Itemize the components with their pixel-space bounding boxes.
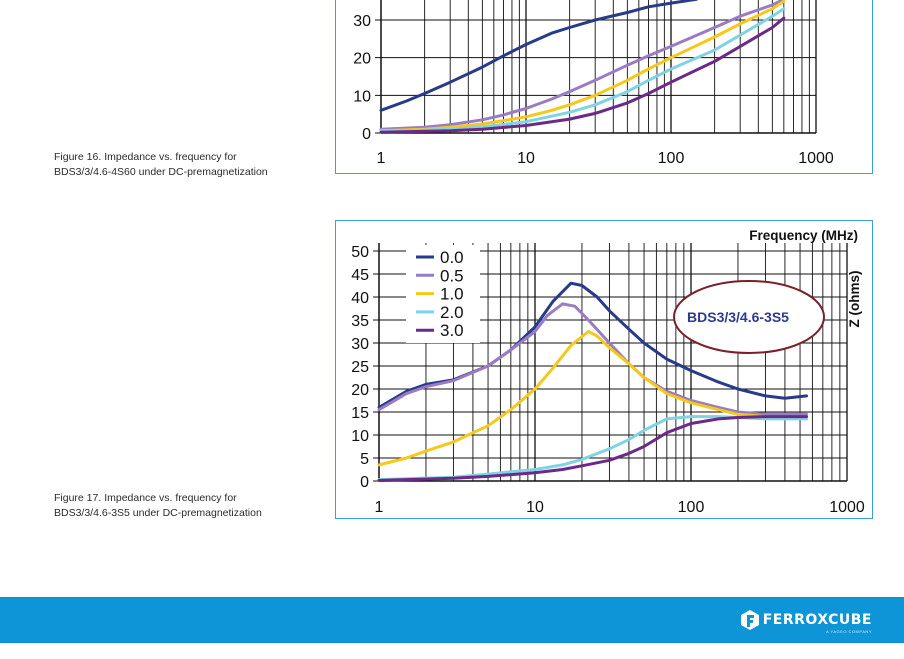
series-line	[377, 302, 808, 416]
x-tick-label: 10	[517, 150, 535, 167]
legend-label: 2.0	[440, 303, 464, 322]
series-line	[377, 415, 808, 482]
x-tick-label: 10	[526, 499, 544, 516]
series-line	[379, 0, 786, 131]
x-axis-title: Frequency (MHz)	[749, 228, 858, 243]
footer-bar: FERROXCUBE A YAGEO COMPANY	[0, 597, 904, 643]
logo-tagline: A YAGEO COMPANY	[826, 629, 872, 634]
caption-figure-17: Figure 17. Impedance vs. frequency for B…	[54, 491, 262, 521]
caption-figure-16: Figure 16. Impedance vs. frequency for B…	[54, 150, 268, 180]
legend-label: 0.5	[440, 266, 464, 285]
legend-label: 3.0	[440, 321, 464, 340]
series-line	[379, 16, 786, 134]
y-tick-label: 30	[351, 336, 369, 353]
y-tick-label: 30	[353, 13, 371, 30]
x-tick-label: 100	[658, 150, 685, 167]
chart-figure-17: 0 5 10 15 20 25 30 35 40 45 50 1 10 100 1000 Frequency …	[335, 220, 873, 519]
y-axis-title: Z (ohms)	[847, 271, 862, 328]
chart-figure-16-svg: 0 10 20 30 1 10 100 1000	[353, 0, 834, 167]
ferroxcube-logo: FERROXCUBE A YAGEO COMPANY	[740, 610, 872, 634]
series-group	[377, 281, 808, 482]
model-annotation: BDS3/3/4.6-3S5	[673, 280, 825, 354]
legend-label: 0.0	[440, 248, 464, 267]
caption-figure-16-line2: BDS3/3/4.6-4S60 under DC-premagnetizatio…	[54, 166, 268, 178]
series-line	[377, 330, 808, 467]
x-tick-label: 1000	[829, 499, 865, 516]
series-line	[379, 7, 786, 133]
y-tick-label: 50	[351, 244, 369, 261]
legend: 0.00.51.02.03.0	[406, 245, 480, 343]
y-tick-label: 5	[360, 451, 369, 468]
caption-figure-16-line1: Figure 16. Impedance vs. frequency for	[54, 151, 237, 163]
annotation-label: BDS3/3/4.6-3S5	[687, 309, 789, 325]
y-tick-label: 0	[362, 126, 371, 143]
y-tick-label: 45	[351, 267, 369, 284]
caption-figure-17-line2: BDS3/3/4.6-3S5 under DC-premagnetization	[54, 507, 262, 519]
x-tick-label: 1000	[798, 150, 834, 167]
grid	[373, 243, 848, 482]
y-tick-label: 20	[351, 382, 369, 399]
chart-figure-16: 0 10 20 30 1 10 100 1000	[335, 0, 873, 174]
caption-figure-17-line1: Figure 17. Impedance vs. frequency for	[54, 492, 237, 504]
x-tick-label: 1	[377, 150, 386, 167]
logo-brand-text: FERROXCUBE	[762, 612, 872, 628]
y-tick-label: 10	[351, 428, 369, 445]
y-tick-label: 35	[351, 313, 369, 330]
legend-label: 1.0	[440, 285, 464, 304]
y-tick-label: 40	[351, 290, 369, 307]
x-tick-label: 1	[375, 499, 384, 516]
y-tick-label: 25	[351, 359, 369, 376]
series-line	[379, 0, 786, 133]
annotation-ellipse	[673, 280, 825, 354]
x-tick-label: 100	[678, 499, 705, 516]
y-tick-label: 0	[360, 474, 369, 491]
y-tick-label: 10	[353, 88, 371, 105]
ferroxcube-logo-icon	[740, 610, 759, 630]
series-line	[379, 0, 698, 112]
series-line	[377, 415, 808, 482]
y-tick-label: 15	[351, 405, 369, 422]
chart-figure-17-svg: 0 5 10 15 20 25 30 35 40 45 50 1 10 100 1000 Frequency …	[351, 228, 865, 516]
series-group	[379, 0, 786, 134]
y-tick-label: 20	[353, 51, 371, 68]
